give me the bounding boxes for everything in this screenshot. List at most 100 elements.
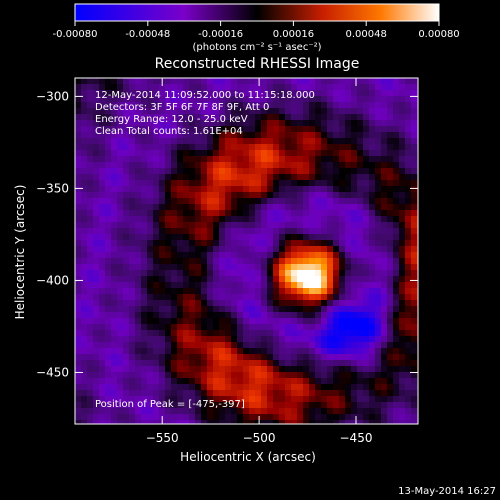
heatmap-cell (207, 120, 214, 127)
heatmap-cell (291, 234, 298, 241)
heatmap-cell (183, 402, 190, 409)
heatmap-cell (231, 210, 238, 217)
heatmap-cell (129, 180, 136, 187)
heatmap-cell (219, 132, 226, 139)
heatmap-cell (381, 396, 388, 403)
heatmap-cell (237, 258, 244, 265)
heatmap-cell (93, 150, 100, 157)
heatmap-cell (369, 174, 376, 181)
heatmap-cell (153, 210, 160, 217)
heatmap-cell (141, 282, 148, 289)
heatmap-cell (75, 324, 82, 331)
heatmap-cell (381, 348, 388, 355)
heatmap-cell (333, 144, 340, 151)
heatmap-cell (237, 138, 244, 145)
y-axis-label: Heliocentric Y (arcsec) (13, 185, 27, 320)
heatmap-cell (369, 318, 376, 325)
heatmap-cell (291, 216, 298, 223)
heatmap-cell (177, 162, 184, 169)
heatmap-cell (405, 222, 412, 229)
heatmap-cell (393, 84, 400, 91)
heatmap-cell (213, 204, 220, 211)
heatmap-cell (375, 294, 382, 301)
heatmap-cell (285, 300, 292, 307)
heatmap-cell (321, 384, 328, 391)
heatmap-cell (411, 336, 418, 343)
heatmap-cell (399, 102, 406, 109)
heatmap-cell (135, 186, 142, 193)
heatmap-cell (231, 114, 238, 121)
heatmap-cell (189, 198, 196, 205)
heatmap-cell (147, 330, 154, 337)
heatmap-cell (285, 246, 292, 253)
heatmap-cell (309, 84, 316, 91)
heatmap-cell (159, 204, 166, 211)
heatmap-cell (393, 300, 400, 307)
heatmap-cell (279, 294, 286, 301)
heatmap-cell (399, 384, 406, 391)
heatmap-cell (333, 408, 340, 415)
heatmap-cell (231, 168, 238, 175)
heatmap-cell (285, 156, 292, 163)
heatmap-cell (171, 246, 178, 253)
heatmap-cell (81, 324, 88, 331)
heatmap-cell (195, 246, 202, 253)
heatmap-cell (153, 168, 160, 175)
heatmap-cell (381, 120, 388, 127)
heatmap-cell (243, 192, 250, 199)
heatmap-cell (321, 126, 328, 133)
heatmap-cell (123, 144, 130, 151)
heatmap-cell (177, 402, 184, 409)
heatmap-cell (291, 330, 298, 337)
heatmap-cell (279, 324, 286, 331)
heatmap-cell (201, 378, 208, 385)
heatmap-cell (207, 162, 214, 169)
heatmap-cell (345, 324, 352, 331)
heatmap-cell (159, 354, 166, 361)
timestamp: 13-May-2014 16:27 (398, 486, 496, 497)
heatmap-cell (381, 312, 388, 319)
heatmap-cell (261, 192, 268, 199)
heatmap-cell (165, 120, 172, 127)
heatmap-cell (285, 258, 292, 265)
heatmap-cell (369, 408, 376, 415)
heatmap-cell (243, 396, 250, 403)
heatmap-cell (165, 408, 172, 415)
heatmap-cell (357, 162, 364, 169)
heatmap-cell (315, 114, 322, 121)
heatmap-cell (411, 138, 418, 145)
heatmap-cell (375, 396, 382, 403)
heatmap-cell (369, 192, 376, 199)
heatmap-cell (207, 294, 214, 301)
heatmap-cell (117, 372, 124, 379)
heatmap-cell (249, 276, 256, 283)
heatmap-cell (75, 294, 82, 301)
heatmap-cell (405, 414, 412, 421)
heatmap-cell (321, 132, 328, 139)
heatmap-cell (363, 84, 370, 91)
heatmap-cell (117, 102, 124, 109)
heatmap-cell (321, 372, 328, 379)
heatmap-cell (261, 324, 268, 331)
annotations: 12-May-2014 11:09:52.000 to 11:15:18.000… (95, 90, 315, 137)
heatmap-cell (81, 270, 88, 277)
heatmap-cell (381, 276, 388, 283)
heatmap-cell (129, 198, 136, 205)
heatmap-cell (87, 84, 94, 91)
heatmap-cell (369, 78, 376, 85)
heatmap-cell (207, 408, 214, 415)
heatmap-cell (87, 390, 94, 397)
heatmap-cell (315, 144, 322, 151)
heatmap-cell (75, 354, 82, 361)
heatmap-cell (345, 216, 352, 223)
heatmap-cell (183, 294, 190, 301)
heatmap-cell (147, 120, 154, 127)
heatmap-cell (117, 288, 124, 295)
heatmap-cell (393, 402, 400, 409)
heatmap-cell (375, 174, 382, 181)
heatmap-cell (255, 174, 262, 181)
heatmap-cell (81, 168, 88, 175)
heatmap-cell (303, 282, 310, 289)
heatmap-cell (297, 192, 304, 199)
heatmap-cell (285, 126, 292, 133)
